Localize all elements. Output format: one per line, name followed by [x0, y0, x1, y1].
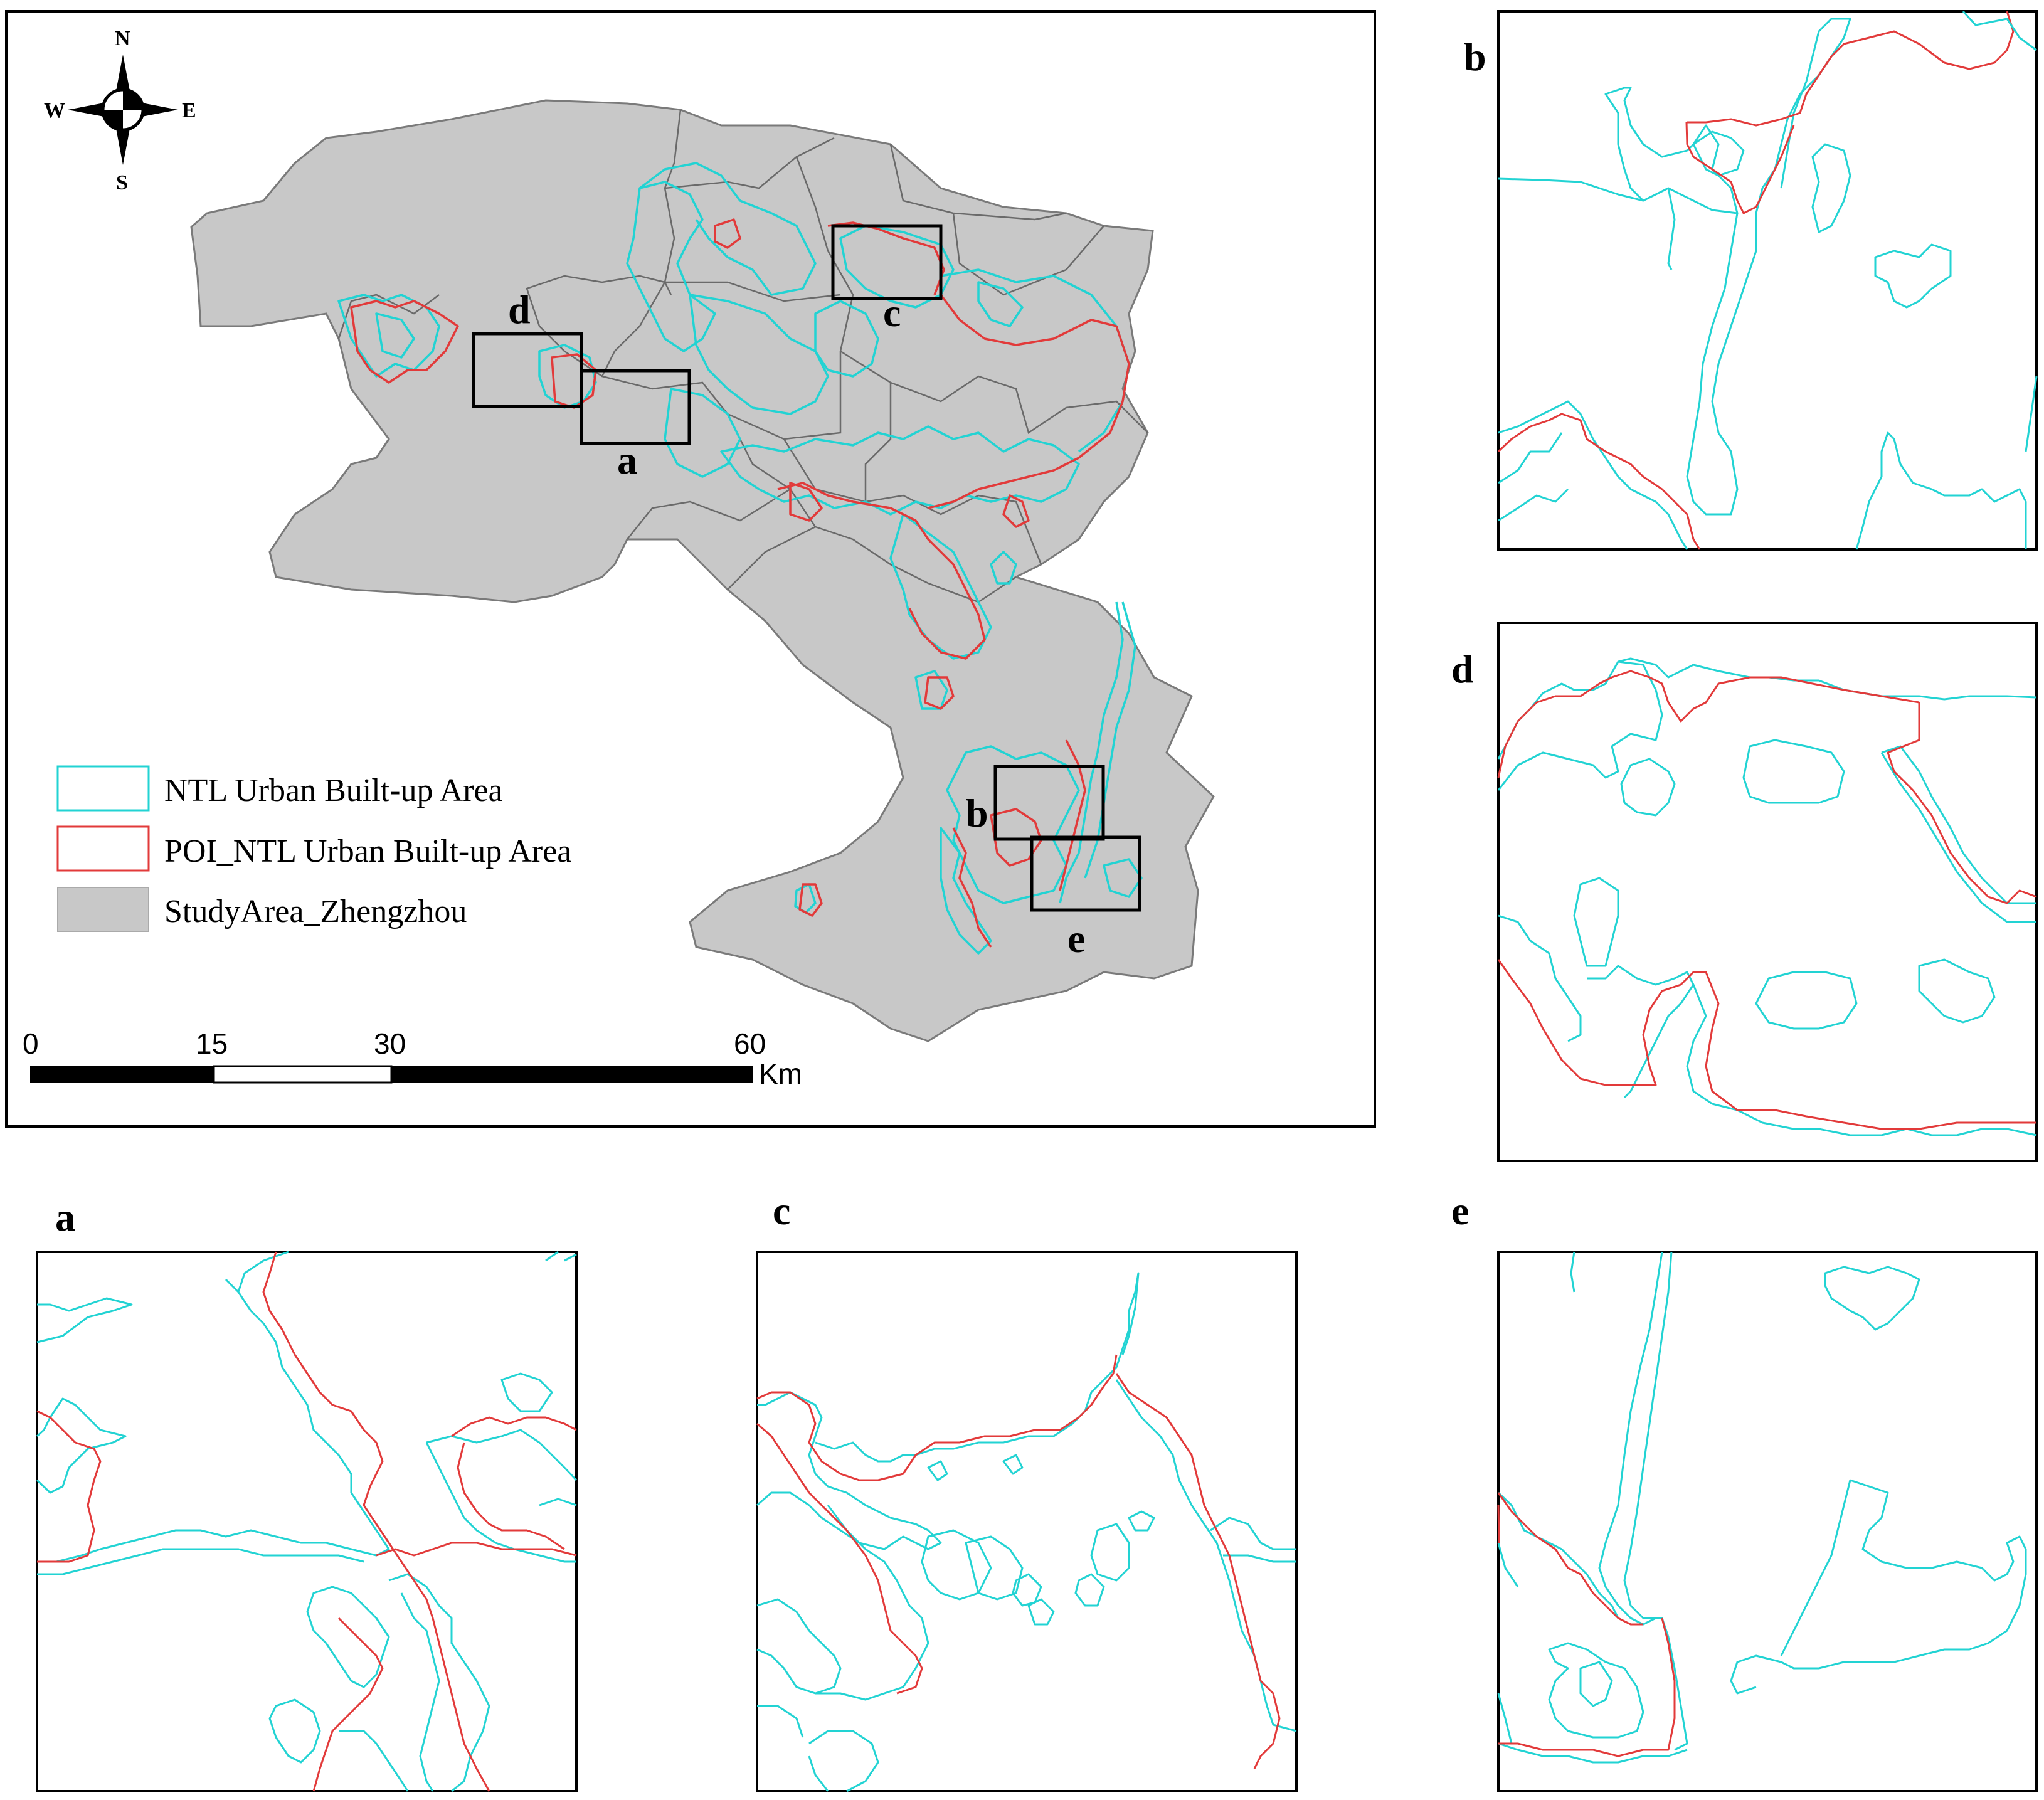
panel-e: e — [1451, 1189, 2038, 1792]
panel-e-label: e — [1451, 1189, 1469, 1233]
legend-label-ntl: NTL Urban Built-up Area — [164, 773, 503, 808]
scale-tick-60: 60 — [734, 1027, 766, 1060]
compass-west-label: W — [44, 99, 65, 122]
inset-label-c: c — [883, 290, 901, 335]
compass-north-label: N — [115, 27, 130, 50]
inset-box-b — [993, 765, 1105, 841]
district-boundaries — [337, 109, 1148, 603]
main-map: d a c b e N S E W NTL Urban Built-up Are… — [5, 10, 1376, 1128]
legend-swatch-ntl — [56, 765, 150, 812]
panel-d-frame — [1497, 622, 2038, 1162]
scale-segment-2 — [213, 1065, 393, 1084]
compass-east-label: E — [182, 99, 196, 122]
legend-swatch-poi-ntl — [56, 825, 150, 872]
legend-label-poi-ntl: POI_NTL Urban Built-up Area — [164, 834, 571, 869]
inset-box-e — [1030, 835, 1141, 912]
inset-label-b: b — [966, 791, 988, 835]
inset-box-c — [831, 224, 943, 300]
panel-e-frame — [1497, 1251, 2038, 1792]
panel-a: a — [36, 1195, 578, 1792]
panel-c: c — [756, 1189, 1298, 1792]
inset-boxes — [472, 224, 1141, 912]
compass-rose-icon — [68, 55, 178, 165]
panel-a-frame — [36, 1251, 578, 1792]
inset-label-e: e — [1067, 916, 1085, 961]
scale-tick-0: 0 — [23, 1027, 39, 1060]
inset-label-d: d — [508, 287, 531, 332]
panel-a-label: a — [55, 1195, 75, 1239]
scale-segment-1 — [30, 1066, 214, 1083]
legend: NTL Urban Built-up Area POI_NTL Urban Bu… — [56, 765, 571, 932]
scale-tick-15: 15 — [196, 1027, 228, 1060]
poi-ntl-urban-built-up-area-main — [350, 218, 1130, 948]
scale-segment-3 — [391, 1066, 753, 1083]
legend-swatch-study-area — [57, 887, 149, 932]
compass-south-label: S — [116, 171, 128, 194]
panel-c-frame — [756, 1251, 1298, 1792]
scale-tick-30: 30 — [374, 1027, 406, 1060]
panel-b-frame — [1497, 10, 2038, 551]
panel-b-label: b — [1464, 34, 1486, 79]
study-area-zhengzhou — [190, 99, 1215, 1042]
scale-bar: 0 15 30 60 Km — [23, 1027, 802, 1090]
inset-label-a: a — [617, 438, 637, 482]
panel-c-label: c — [773, 1189, 790, 1233]
scale-unit: Km — [759, 1057, 802, 1090]
panel-d-label: d — [1451, 647, 1474, 691]
inset-box-a — [580, 369, 691, 445]
panel-d: d — [1451, 622, 2038, 1162]
legend-label-study-area: StudyArea_Zhengzhou — [164, 894, 467, 929]
panel-b: b — [1464, 10, 2038, 551]
